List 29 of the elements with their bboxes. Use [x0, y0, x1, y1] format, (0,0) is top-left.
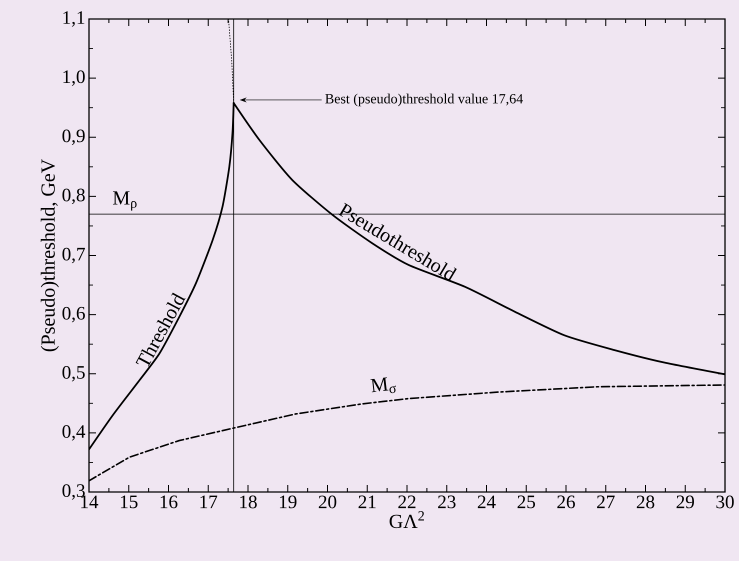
x-tick-label: 24	[478, 496, 496, 508]
y-tick-label: 0,6	[62, 306, 85, 322]
x-tick-label: 25	[518, 496, 536, 508]
x-tick-label: 22	[398, 496, 416, 508]
x-axis-title: GΛ$^{2}$	[390, 511, 424, 528]
text: M$_{σ}$	[370, 377, 396, 394]
x-tick-label: 20	[318, 496, 336, 508]
x-tick-label: 17	[200, 496, 218, 508]
y-tick-label: 0,5	[62, 366, 85, 382]
y-tick-label: 1,1	[63, 11, 84, 27]
x-tick-label: 29	[676, 496, 694, 508]
x-tick-label: 21	[358, 496, 376, 508]
x-tick-label: 16	[160, 496, 178, 508]
x-tick-label: 26	[557, 496, 575, 508]
y-tick-label: 0,9	[62, 129, 85, 146]
ref-line-label: M$_{ρ}$	[112, 191, 137, 211]
y-tick-label: 0,8	[62, 188, 85, 204]
x-tick-label: 27	[597, 496, 615, 508]
x-tick-label: 23	[438, 496, 456, 508]
y-tick-label: 1,0	[63, 70, 85, 86]
y-axis-title: (Pseudo)threshold, GeV	[40, 159, 59, 352]
x-tick-label: 15	[120, 496, 138, 508]
annotation: Best (pseudo)threshold value 17,64	[325, 94, 523, 106]
x-tick-label: 28	[636, 496, 654, 508]
x-tick-label: 18	[240, 496, 257, 508]
x-tick-label: 30	[716, 496, 734, 508]
x-tick-label: 19	[280, 496, 296, 508]
y-tick-label: 0,4	[62, 425, 86, 441]
y-tick-label: 0,7	[62, 248, 85, 264]
